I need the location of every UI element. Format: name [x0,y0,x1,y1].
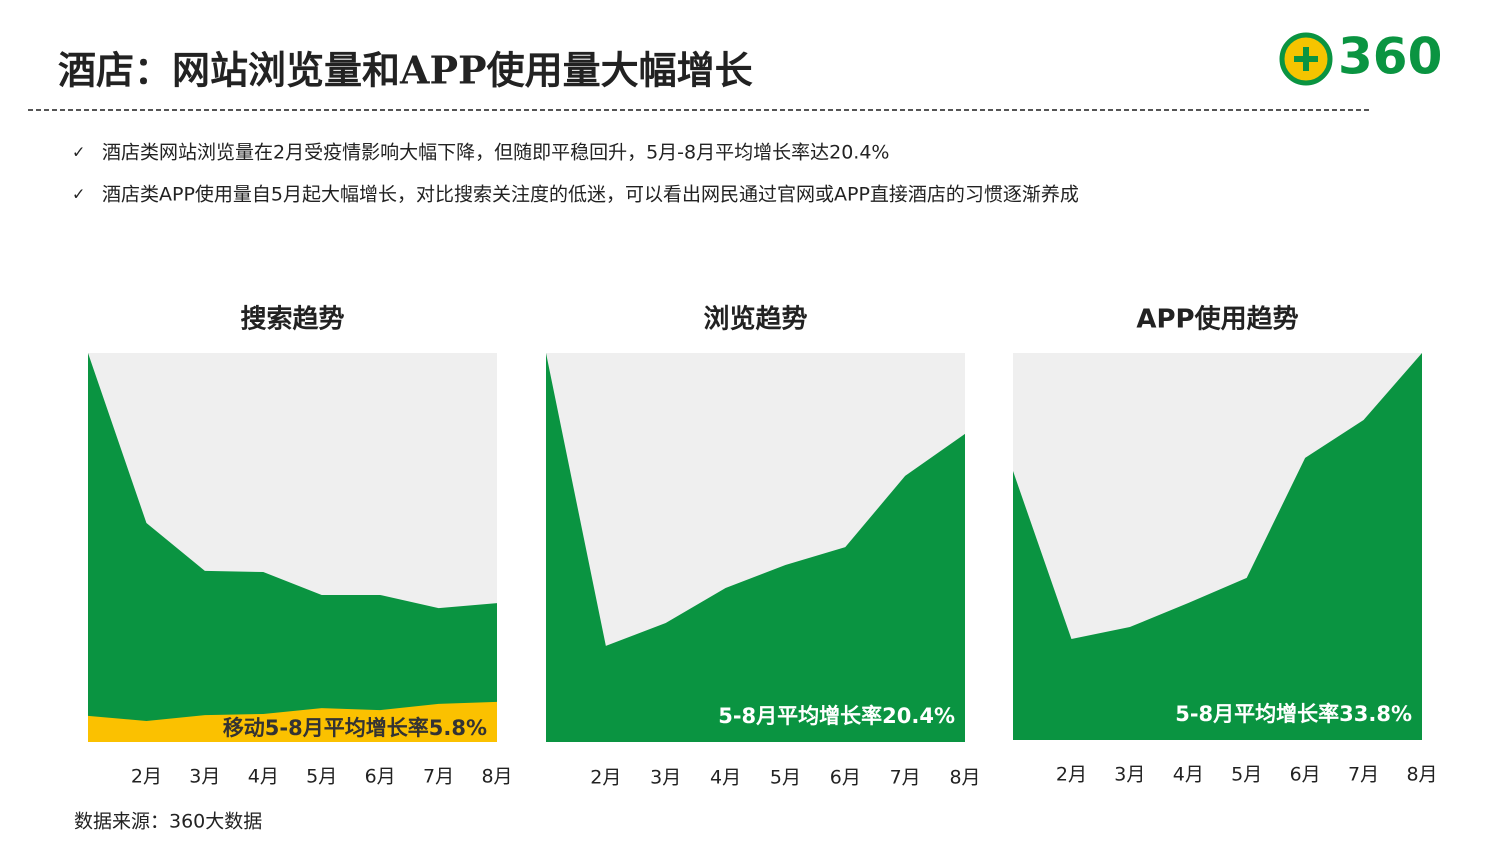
x-tick-label: 5月 [306,766,337,788]
x-tick-label: 3月 [1114,764,1145,786]
area [88,701,497,742]
x-tick-label: 5月 [1231,764,1262,786]
area [1013,353,1422,740]
x-tick-label: 8月 [1406,764,1437,786]
x-tick-label: 2月 [131,766,162,788]
check: ✓ [72,185,85,204]
x-tick-label: 6月 [830,767,861,789]
annotation: 5-8月平均增长率33.8% [1175,702,1412,726]
x-tick-label: 6月 [1290,764,1321,786]
x-tick-label: 4月 [710,767,741,789]
x-tick-label: 4月 [1173,764,1204,786]
x-tick-label: 2月 [1056,764,1087,786]
x-tick-label: 4月 [248,766,279,788]
logo: 360 [1338,28,1442,86]
x-tick-label: 2月 [590,767,621,789]
check: ✓ [72,143,85,162]
x-tick-label: 8月 [481,766,512,788]
x-tick-label: 3月 [650,767,681,789]
area [88,353,497,742]
annotation: 5-8月平均增长率20.4% [718,704,955,728]
chart-title: 浏览趋势 [703,305,807,335]
chart-title: APP使用趋势 [1136,305,1298,335]
x-tick-label: 7月 [1348,764,1379,786]
chart-title: 搜索趋势 [240,305,344,335]
annotation: 移动5-8月平均增长率5.8% [223,716,487,740]
x-tick-label: 6月 [365,766,396,788]
x-tick-label: 5月 [770,767,801,789]
x-tick-label: 7月 [423,766,454,788]
bullet: 酒店类APP使用量自5月起大幅增长，对比搜索关注度的低迷，可以看出网民通过官网或… [102,184,1079,206]
x-tick-label: 8月 [949,767,980,789]
page-title: 酒店：网站浏览量和APP使用量大幅增长 [58,48,753,93]
bullet: 酒店类网站浏览量在2月受疫情影响大幅下降，但随即平稳回升，5月-8月平均增长率达… [102,142,889,164]
area [546,353,965,742]
x-tick-label: 7月 [890,767,921,789]
logo-plus [1294,47,1318,71]
source: 数据来源：360大数据 [74,811,262,833]
x-tick-label: 3月 [189,766,220,788]
